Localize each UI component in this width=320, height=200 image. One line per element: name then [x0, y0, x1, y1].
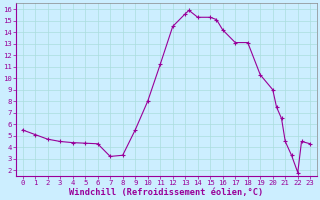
X-axis label: Windchill (Refroidissement éolien,°C): Windchill (Refroidissement éolien,°C) — [69, 188, 264, 197]
